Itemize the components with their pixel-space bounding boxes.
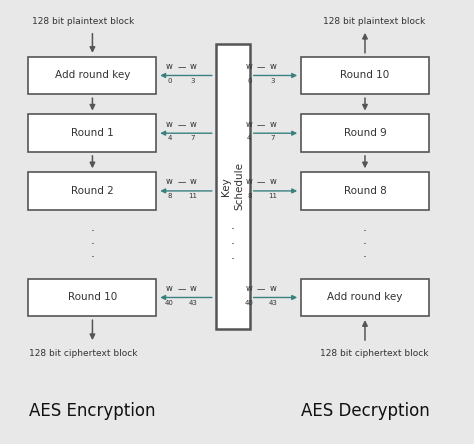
Text: 43: 43: [269, 300, 277, 306]
Text: 128 bit plaintext block: 128 bit plaintext block: [323, 16, 426, 26]
Text: w: w: [270, 178, 276, 186]
Text: AES Decryption: AES Decryption: [301, 402, 429, 420]
Text: 128 bit ciphertext block: 128 bit ciphertext block: [320, 349, 428, 358]
Text: Round 9: Round 9: [344, 128, 386, 138]
Text: Round 1: Round 1: [71, 128, 114, 138]
Text: 43: 43: [189, 300, 198, 306]
Bar: [28, 57, 156, 95]
Text: 3: 3: [191, 78, 195, 84]
Text: —: —: [257, 178, 265, 187]
Text: 40: 40: [245, 300, 254, 306]
Text: —: —: [257, 63, 265, 72]
Text: Round 2: Round 2: [71, 186, 114, 196]
Text: 8: 8: [247, 193, 252, 199]
Text: —: —: [177, 285, 185, 294]
Text: w: w: [190, 178, 197, 186]
Text: 7: 7: [191, 135, 195, 142]
Text: 7: 7: [271, 135, 275, 142]
Bar: [28, 115, 156, 152]
Text: 4: 4: [167, 135, 172, 142]
Text: —: —: [177, 178, 185, 187]
Text: Round 8: Round 8: [344, 186, 386, 196]
Text: ·
·
·: · · ·: [91, 225, 94, 264]
Text: —: —: [257, 285, 265, 294]
Text: Add round key: Add round key: [327, 293, 403, 302]
Text: 3: 3: [271, 78, 275, 84]
Text: w: w: [190, 284, 197, 293]
Text: w: w: [166, 120, 173, 129]
Text: w: w: [270, 62, 276, 71]
Text: Round 10: Round 10: [340, 71, 390, 80]
Text: w: w: [246, 178, 253, 186]
Bar: [301, 279, 429, 316]
Text: w: w: [190, 62, 197, 71]
Text: Round 10: Round 10: [68, 293, 117, 302]
Text: w: w: [246, 120, 253, 129]
Text: —: —: [257, 121, 265, 130]
Text: ·
·
·: · · ·: [363, 225, 367, 264]
Text: w: w: [270, 284, 276, 293]
Text: w: w: [190, 120, 197, 129]
Text: Key
Schedule: Key Schedule: [221, 163, 244, 210]
Text: w: w: [246, 62, 253, 71]
Text: 4: 4: [247, 135, 252, 142]
Bar: [301, 172, 429, 210]
Text: 0: 0: [247, 78, 252, 84]
Bar: [301, 57, 429, 95]
Text: —: —: [177, 63, 185, 72]
Text: w: w: [270, 120, 276, 129]
Text: w: w: [166, 284, 173, 293]
Text: 8: 8: [167, 193, 172, 199]
Text: 128 bit plaintext block: 128 bit plaintext block: [32, 16, 134, 26]
Text: w: w: [166, 62, 173, 71]
Text: w: w: [246, 284, 253, 293]
Text: ·
·
·: · · ·: [231, 223, 235, 266]
Text: AES Encryption: AES Encryption: [29, 402, 155, 420]
Text: 128 bit ciphertext block: 128 bit ciphertext block: [29, 349, 137, 358]
Text: 11: 11: [189, 193, 198, 199]
Text: 11: 11: [269, 193, 277, 199]
Bar: [28, 279, 156, 316]
Text: 0: 0: [167, 78, 172, 84]
Bar: [28, 172, 156, 210]
Text: 40: 40: [165, 300, 174, 306]
Text: Add round key: Add round key: [55, 71, 130, 80]
Bar: [216, 44, 250, 329]
Bar: [301, 115, 429, 152]
Text: w: w: [166, 178, 173, 186]
Text: —: —: [177, 121, 185, 130]
